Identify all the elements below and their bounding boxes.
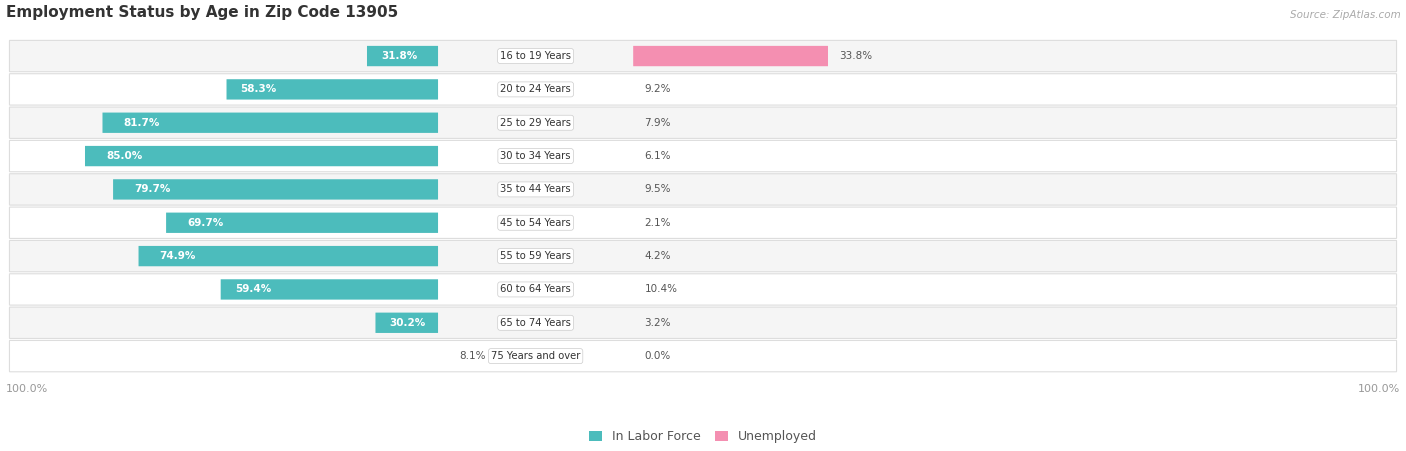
FancyBboxPatch shape [112, 179, 439, 200]
FancyBboxPatch shape [10, 74, 1396, 105]
Text: 0.0%: 0.0% [644, 351, 671, 361]
FancyBboxPatch shape [367, 46, 439, 66]
FancyBboxPatch shape [10, 307, 1396, 338]
FancyBboxPatch shape [221, 279, 439, 299]
Text: 2.1%: 2.1% [644, 218, 671, 228]
FancyBboxPatch shape [10, 341, 1396, 372]
Text: 30 to 34 Years: 30 to 34 Years [501, 151, 571, 161]
FancyBboxPatch shape [10, 174, 1396, 205]
Text: 35 to 44 Years: 35 to 44 Years [501, 184, 571, 194]
Text: Employment Status by Age in Zip Code 13905: Employment Status by Age in Zip Code 139… [6, 5, 398, 20]
Text: 4.2%: 4.2% [644, 251, 671, 261]
Text: 85.0%: 85.0% [105, 151, 142, 161]
FancyBboxPatch shape [10, 240, 1396, 272]
Text: 20 to 24 Years: 20 to 24 Years [501, 84, 571, 94]
Text: 55 to 59 Years: 55 to 59 Years [501, 251, 571, 261]
FancyBboxPatch shape [375, 313, 439, 333]
FancyBboxPatch shape [84, 146, 439, 166]
Text: 59.4%: 59.4% [235, 285, 271, 295]
Text: 31.8%: 31.8% [381, 51, 418, 61]
Text: 33.8%: 33.8% [839, 51, 872, 61]
Text: 100.0%: 100.0% [6, 384, 48, 395]
FancyBboxPatch shape [633, 46, 828, 66]
Text: 65 to 74 Years: 65 to 74 Years [501, 318, 571, 328]
Text: 75 Years and over: 75 Years and over [491, 351, 581, 361]
Text: 7.9%: 7.9% [644, 118, 671, 128]
Text: 30.2%: 30.2% [389, 318, 426, 328]
Text: 81.7%: 81.7% [124, 118, 160, 128]
FancyBboxPatch shape [10, 41, 1396, 72]
Text: 8.1%: 8.1% [460, 351, 485, 361]
Text: 74.9%: 74.9% [159, 251, 195, 261]
Text: 9.2%: 9.2% [644, 84, 671, 94]
Text: 79.7%: 79.7% [134, 184, 170, 194]
Text: 69.7%: 69.7% [187, 218, 224, 228]
Text: 45 to 54 Years: 45 to 54 Years [501, 218, 571, 228]
FancyBboxPatch shape [10, 140, 1396, 172]
FancyBboxPatch shape [10, 107, 1396, 138]
FancyBboxPatch shape [103, 113, 439, 133]
FancyBboxPatch shape [139, 246, 439, 266]
FancyBboxPatch shape [10, 207, 1396, 239]
Text: 10.4%: 10.4% [644, 285, 678, 295]
Text: 60 to 64 Years: 60 to 64 Years [501, 285, 571, 295]
Text: 100.0%: 100.0% [1358, 384, 1400, 395]
Text: 6.1%: 6.1% [644, 151, 671, 161]
Text: Source: ZipAtlas.com: Source: ZipAtlas.com [1289, 10, 1400, 20]
Text: 25 to 29 Years: 25 to 29 Years [501, 118, 571, 128]
Text: 58.3%: 58.3% [240, 84, 277, 94]
FancyBboxPatch shape [10, 274, 1396, 305]
FancyBboxPatch shape [226, 79, 439, 100]
Legend: In Labor Force, Unemployed: In Labor Force, Unemployed [583, 425, 823, 448]
Text: 9.5%: 9.5% [644, 184, 671, 194]
Text: 16 to 19 Years: 16 to 19 Years [501, 51, 571, 61]
FancyBboxPatch shape [166, 212, 439, 233]
Text: 3.2%: 3.2% [644, 318, 671, 328]
